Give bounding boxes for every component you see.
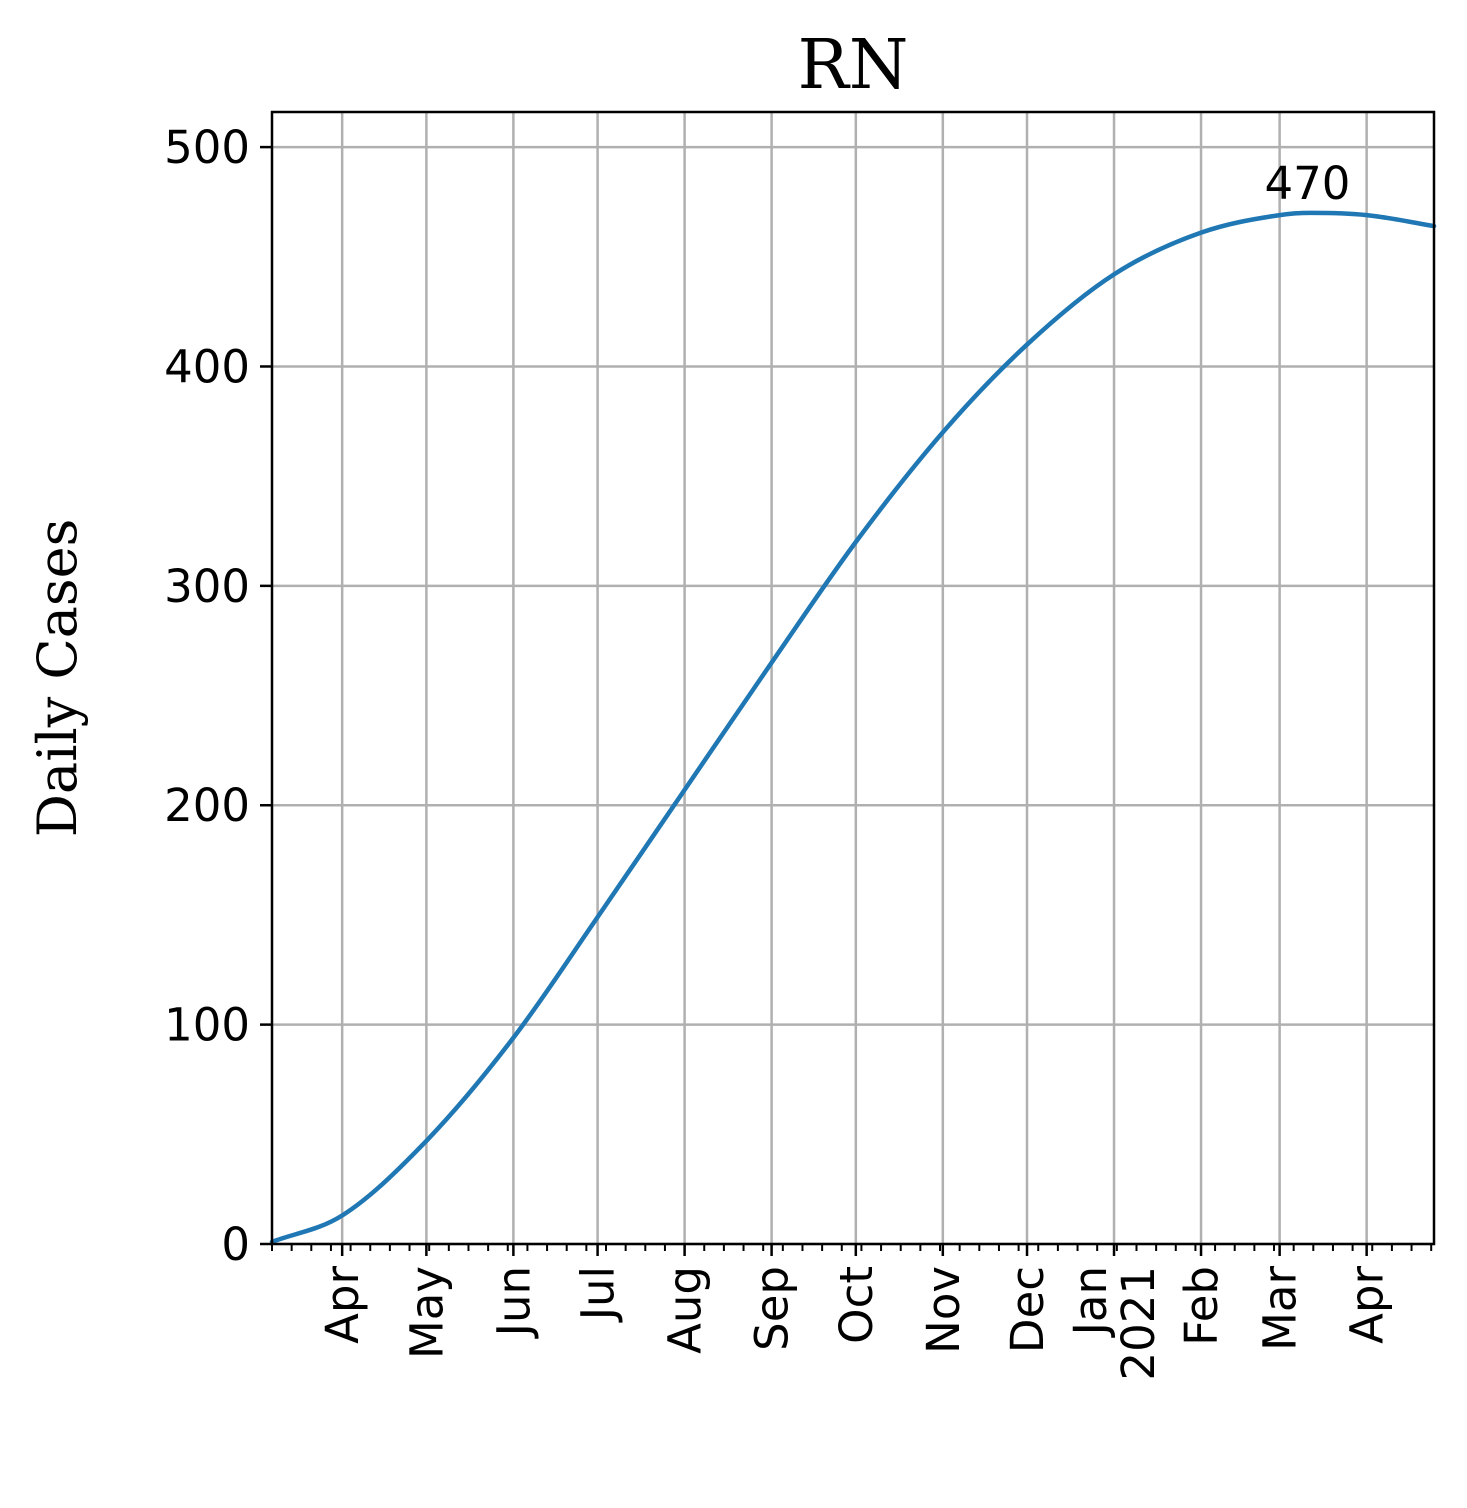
x-tick-label-line: Sep — [746, 1266, 799, 1351]
x-tick-label: Jun — [487, 1266, 540, 1339]
x-tick-label: Mar — [1254, 1266, 1307, 1351]
peak-annotation: 470 — [1265, 157, 1351, 210]
x-tick-label-line: Aug — [659, 1266, 712, 1354]
y-tick-label: 0 — [221, 1218, 250, 1271]
x-tick-label: Feb — [1175, 1266, 1228, 1346]
tick-labels: 0 100 200 300 400 500 Apr May Jun Jul Aug Sep Oct Nov… — [164, 121, 1394, 1380]
x-tick-label-line: Jun — [487, 1266, 540, 1339]
x-tick-label: Dec — [1001, 1266, 1054, 1353]
plot-frame — [270, 110, 1436, 1246]
series-layer — [269, 210, 1437, 1245]
x-tick-label-line: Jan — [1064, 1266, 1117, 1338]
series-line-rn — [269, 210, 1437, 1245]
y-tick-label: 300 — [164, 560, 250, 613]
annotations: 470 — [1265, 157, 1351, 210]
x-tick-label: Sep — [746, 1266, 799, 1351]
x-tick-label-line: Apr — [316, 1266, 369, 1344]
y-axis-label: Daily Cases — [26, 519, 89, 838]
grid — [272, 112, 1434, 1246]
y-tick-label: 200 — [164, 779, 250, 832]
chart-title: RN — [798, 26, 909, 105]
x-tick-label-line: Jul — [572, 1266, 625, 1323]
x-tick-label: Oct — [830, 1266, 883, 1344]
x-tick-label-line: May — [400, 1266, 453, 1359]
x-tick-label-line: 2021 — [1112, 1266, 1165, 1381]
axis-ticks — [260, 145, 1433, 1256]
x-tick-label-line: Oct — [830, 1266, 883, 1344]
x-tick-label-line: Apr — [1341, 1266, 1394, 1344]
x-tick-label-line: Mar — [1254, 1266, 1307, 1351]
y-tick-label: 100 — [164, 999, 250, 1052]
x-tick-label: Aug — [659, 1266, 712, 1354]
x-tick-label: Jul — [572, 1266, 625, 1323]
x-tick-label: Apr — [316, 1266, 369, 1344]
y-tick-label: 400 — [164, 340, 250, 393]
x-tick-label: Nov — [917, 1266, 970, 1354]
x-tick-label: May — [400, 1266, 453, 1359]
x-tick-label: Apr — [1341, 1266, 1394, 1344]
x-tick-label-line: Feb — [1175, 1266, 1228, 1346]
x-tick-label-line: Dec — [1001, 1266, 1054, 1353]
x-tick-label-line: Nov — [917, 1266, 970, 1354]
y-tick-label: 500 — [164, 121, 250, 174]
